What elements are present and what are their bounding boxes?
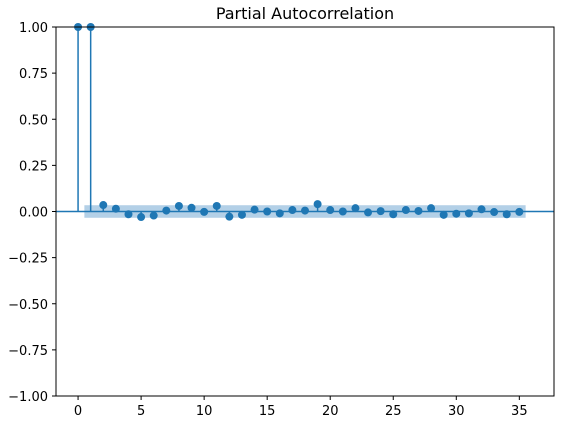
x-tick-label: 5	[137, 404, 145, 419]
point-lag-28	[427, 204, 436, 213]
point-lag-34	[502, 210, 511, 219]
point-lag-24	[376, 207, 385, 216]
y-tick-label: −1.00	[8, 390, 48, 405]
point-lag-32	[477, 205, 486, 214]
point-lag-2	[99, 201, 108, 210]
y-tick-label: 0.50	[19, 113, 48, 128]
x-tick-label: 30	[448, 404, 465, 419]
point-lag-18	[301, 206, 309, 215]
point-lag-31	[464, 209, 473, 218]
y-tick-label: 0.75	[19, 67, 48, 82]
point-lag-13	[237, 210, 246, 219]
point-lag-8	[174, 201, 183, 210]
point-lag-25	[389, 210, 398, 219]
point-lag-4	[124, 210, 133, 219]
point-lag-21	[338, 207, 347, 216]
point-lag-35	[515, 207, 524, 216]
point-lag-23	[364, 208, 373, 217]
point-lag-6	[149, 211, 158, 220]
point-lag-20	[326, 206, 335, 215]
point-lag-27	[414, 206, 423, 215]
point-lag-33	[490, 208, 499, 217]
point-lag-5	[137, 213, 146, 222]
point-lag-16	[275, 209, 284, 218]
y-tick-label: 1.00	[19, 21, 48, 36]
y-tick-label: 0.00	[19, 206, 48, 221]
point-lag-29	[439, 210, 448, 219]
x-tick-label: 10	[196, 404, 213, 419]
point-lag-14	[250, 205, 259, 214]
point-lag-17	[288, 206, 297, 215]
y-tick-label: −0.25	[8, 252, 48, 267]
point-lag-7	[162, 206, 171, 215]
point-lag-11	[212, 201, 221, 210]
x-tick-label: 35	[511, 404, 528, 419]
point-lag-22	[351, 204, 360, 213]
x-tick-label: 25	[385, 404, 402, 419]
point-lag-9	[187, 203, 196, 212]
point-lag-30	[452, 209, 461, 218]
y-tick-label: 0.25	[19, 159, 48, 174]
point-lag-26	[401, 206, 410, 215]
x-tick-label: 20	[322, 404, 339, 419]
point-lag-12	[225, 212, 234, 221]
y-tick-label: −0.75	[8, 344, 48, 359]
x-tick-label: 0	[74, 404, 82, 419]
point-lag-3	[111, 204, 120, 213]
point-lag-15	[263, 207, 272, 216]
point-lag-10	[200, 207, 209, 216]
y-tick-label: −0.50	[8, 298, 48, 313]
x-tick-label: 15	[259, 404, 276, 419]
point-lag-19	[313, 200, 322, 209]
chart-title: Partial Autocorrelation	[216, 4, 394, 23]
